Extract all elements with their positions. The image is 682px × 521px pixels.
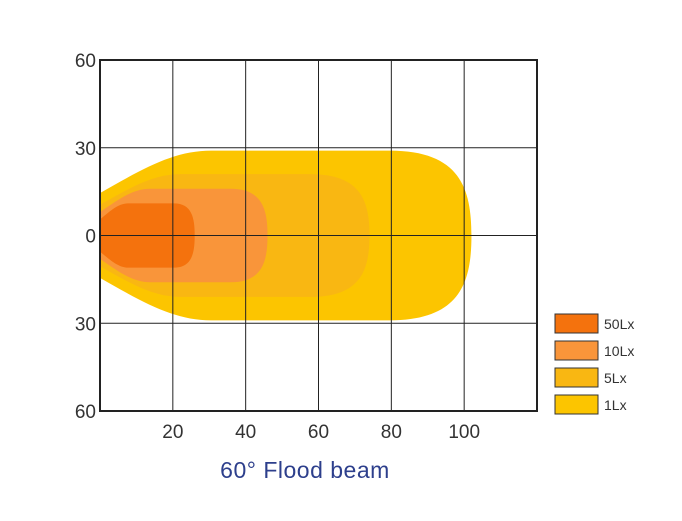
- x-tick-label: 40: [235, 422, 256, 443]
- legend: 50Lx 10Lx 5Lx 1Lx: [554, 313, 634, 415]
- x-tick-label: 60: [308, 422, 329, 443]
- y-tick-label: 60: [75, 402, 96, 423]
- grid: [100, 60, 537, 411]
- legend-swatch-50lx: [554, 313, 599, 334]
- y-tick-label: 30: [75, 139, 96, 160]
- plot-frame: [99, 59, 538, 412]
- y-tick-label: 30: [75, 314, 96, 335]
- legend-label-5lx: 5Lx: [604, 370, 627, 386]
- legend-label-1lx: 1Lx: [604, 397, 627, 413]
- y-tick-label: 0: [85, 227, 96, 248]
- legend-swatch-5lx: [554, 367, 599, 388]
- x-tick-label: 80: [381, 422, 402, 443]
- y-tick-label: 60: [75, 51, 96, 72]
- legend-swatch-1lx: [554, 394, 599, 415]
- chart-title: 60° Flood beam: [220, 457, 390, 483]
- legend-label-50lx: 50Lx: [604, 316, 634, 332]
- legend-swatch-10lx: [554, 340, 599, 361]
- x-tick-label: 20: [162, 422, 183, 443]
- legend-label-10lx: 10Lx: [604, 343, 634, 359]
- axis-ticks: 20 40 60 80 100 60 30 0 30 60: [75, 51, 480, 443]
- x-tick-label: 100: [448, 422, 480, 443]
